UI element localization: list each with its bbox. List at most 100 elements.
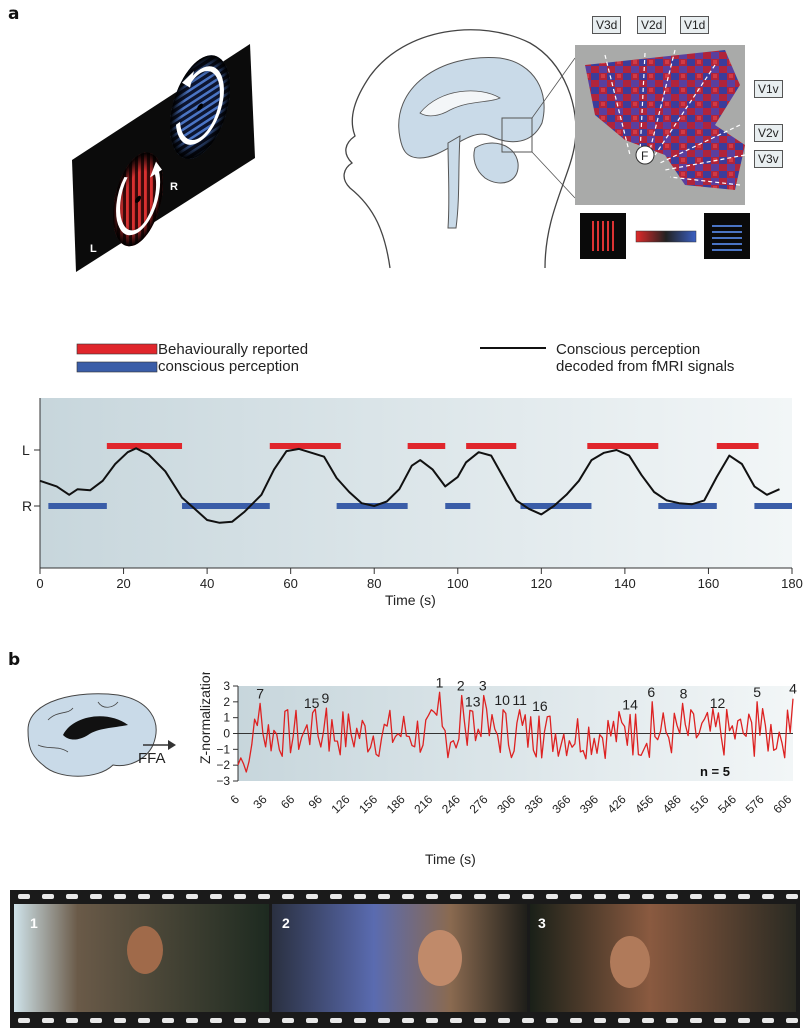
right-report-bar-4 <box>520 503 592 509</box>
peak-label-2: 2 <box>457 678 465 694</box>
film-hole <box>594 894 606 899</box>
x-tick-label-0: 0 <box>36 576 43 591</box>
film-hole <box>18 894 30 899</box>
film-hole <box>258 1018 270 1023</box>
peak-label-8: 8 <box>680 685 688 701</box>
x-tick-label-b-426: 426 <box>605 792 629 816</box>
film-hole <box>402 894 414 899</box>
ffa-label: FFA <box>138 750 166 767</box>
y-tick-label-b-2: 2 <box>223 695 230 709</box>
blue-grating-icon <box>712 225 742 251</box>
peak-label-10: 10 <box>494 692 510 708</box>
peak-label-9: 9 <box>322 690 330 706</box>
legend-decoded-line1: Conscious perception <box>556 341 701 358</box>
film-hole <box>474 894 486 899</box>
film-hole <box>714 894 726 899</box>
x-tick-label-b-216: 216 <box>411 792 435 816</box>
x-tick-label-b-66: 66 <box>278 792 298 812</box>
film-hole <box>570 894 582 899</box>
film-hole <box>618 894 630 899</box>
film-hole <box>522 1018 534 1023</box>
film-hole <box>258 894 270 899</box>
right-report-bar-3 <box>445 503 471 509</box>
red-grating-icon <box>592 221 614 251</box>
corpus-callosum <box>419 90 501 117</box>
film-hole <box>786 1018 798 1023</box>
visual-cortex-map: F <box>575 45 745 205</box>
left-report-bar-4 <box>587 443 659 449</box>
head-brain-illustration <box>343 29 577 269</box>
color-scale <box>580 213 750 259</box>
film-hole <box>90 1018 102 1023</box>
x-tick-label-b-456: 456 <box>632 792 656 816</box>
y-tick-label-b--2: −2 <box>216 758 230 772</box>
film-hole <box>642 1018 654 1023</box>
film-hole <box>426 894 438 899</box>
film-hole <box>354 894 366 899</box>
film-hole <box>426 1018 438 1023</box>
peak-label-7: 7 <box>256 685 264 701</box>
film-hole <box>498 894 510 899</box>
x-tick-label-b-276: 276 <box>467 792 491 816</box>
film-hole <box>306 1018 318 1023</box>
film-hole <box>114 1018 126 1023</box>
y-tick-label-b--3: −3 <box>216 774 230 788</box>
film-hole <box>282 1018 294 1023</box>
film-hole <box>738 1018 750 1023</box>
film-hole <box>234 1018 246 1023</box>
y-tick-label-R: R <box>22 498 32 514</box>
film-hole <box>546 894 558 899</box>
film-hole <box>786 894 798 899</box>
film-hole <box>738 894 750 899</box>
y-tick-label-b--1: −1 <box>216 742 230 756</box>
right-report-bar-1 <box>182 503 270 509</box>
x-tick-label-b-336: 336 <box>522 792 546 816</box>
x-tick-label-80: 80 <box>367 576 381 591</box>
film-hole <box>498 1018 510 1023</box>
binocular-stimulus: L R <box>72 44 255 272</box>
peak-label-1: 1 <box>436 674 444 690</box>
area-label-v1v: V1v <box>754 80 783 98</box>
x-tick-label-140: 140 <box>614 576 636 591</box>
legend-reported-line1: Behaviourally reported <box>158 341 309 358</box>
left-report-bar-3 <box>466 443 517 449</box>
film-hole <box>474 1018 486 1023</box>
right-report-bar-5 <box>658 503 717 509</box>
film-hole <box>282 894 294 899</box>
x-tick-label-b-186: 186 <box>384 792 408 816</box>
film-hole <box>690 1018 702 1023</box>
ffa-signal-line <box>237 691 794 773</box>
film-hole <box>18 1018 30 1023</box>
fixation-label: F <box>641 149 648 163</box>
film-hole <box>522 894 534 899</box>
film-frame-label-1: 1 <box>30 915 38 931</box>
film-hole <box>378 894 390 899</box>
film-hole <box>138 1018 150 1023</box>
panel-label-b: b <box>8 650 21 670</box>
film-hole <box>402 1018 414 1023</box>
film-hole <box>666 1018 678 1023</box>
x-tick-label-60: 60 <box>283 576 297 591</box>
x-tick-label-120: 120 <box>530 576 552 591</box>
plot-area-a <box>40 398 792 568</box>
left-eye-label: L <box>90 243 97 255</box>
brainstem <box>447 135 461 229</box>
y-axis-label-b: Z-normalization <box>197 672 213 764</box>
film-hole <box>714 1018 726 1023</box>
cerebellum <box>473 142 519 184</box>
film-hole <box>42 1018 54 1023</box>
legend-decoded-line2: decoded from fMRI signals <box>556 358 735 375</box>
x-tick-label-b-516: 516 <box>687 792 711 816</box>
right-report-bar-0 <box>48 503 107 509</box>
left-report-bar-0 <box>106 443 183 449</box>
film-hole <box>42 894 54 899</box>
film-hole <box>186 894 198 899</box>
right-report-bar-6 <box>754 503 792 509</box>
film-frame-label-2: 2 <box>282 915 290 931</box>
film-frame-2 <box>272 904 527 1012</box>
peak-label-16: 16 <box>532 698 548 714</box>
film-hole <box>378 1018 390 1023</box>
film-hole <box>90 894 102 899</box>
film-hole <box>570 1018 582 1023</box>
film-hole <box>618 1018 630 1023</box>
